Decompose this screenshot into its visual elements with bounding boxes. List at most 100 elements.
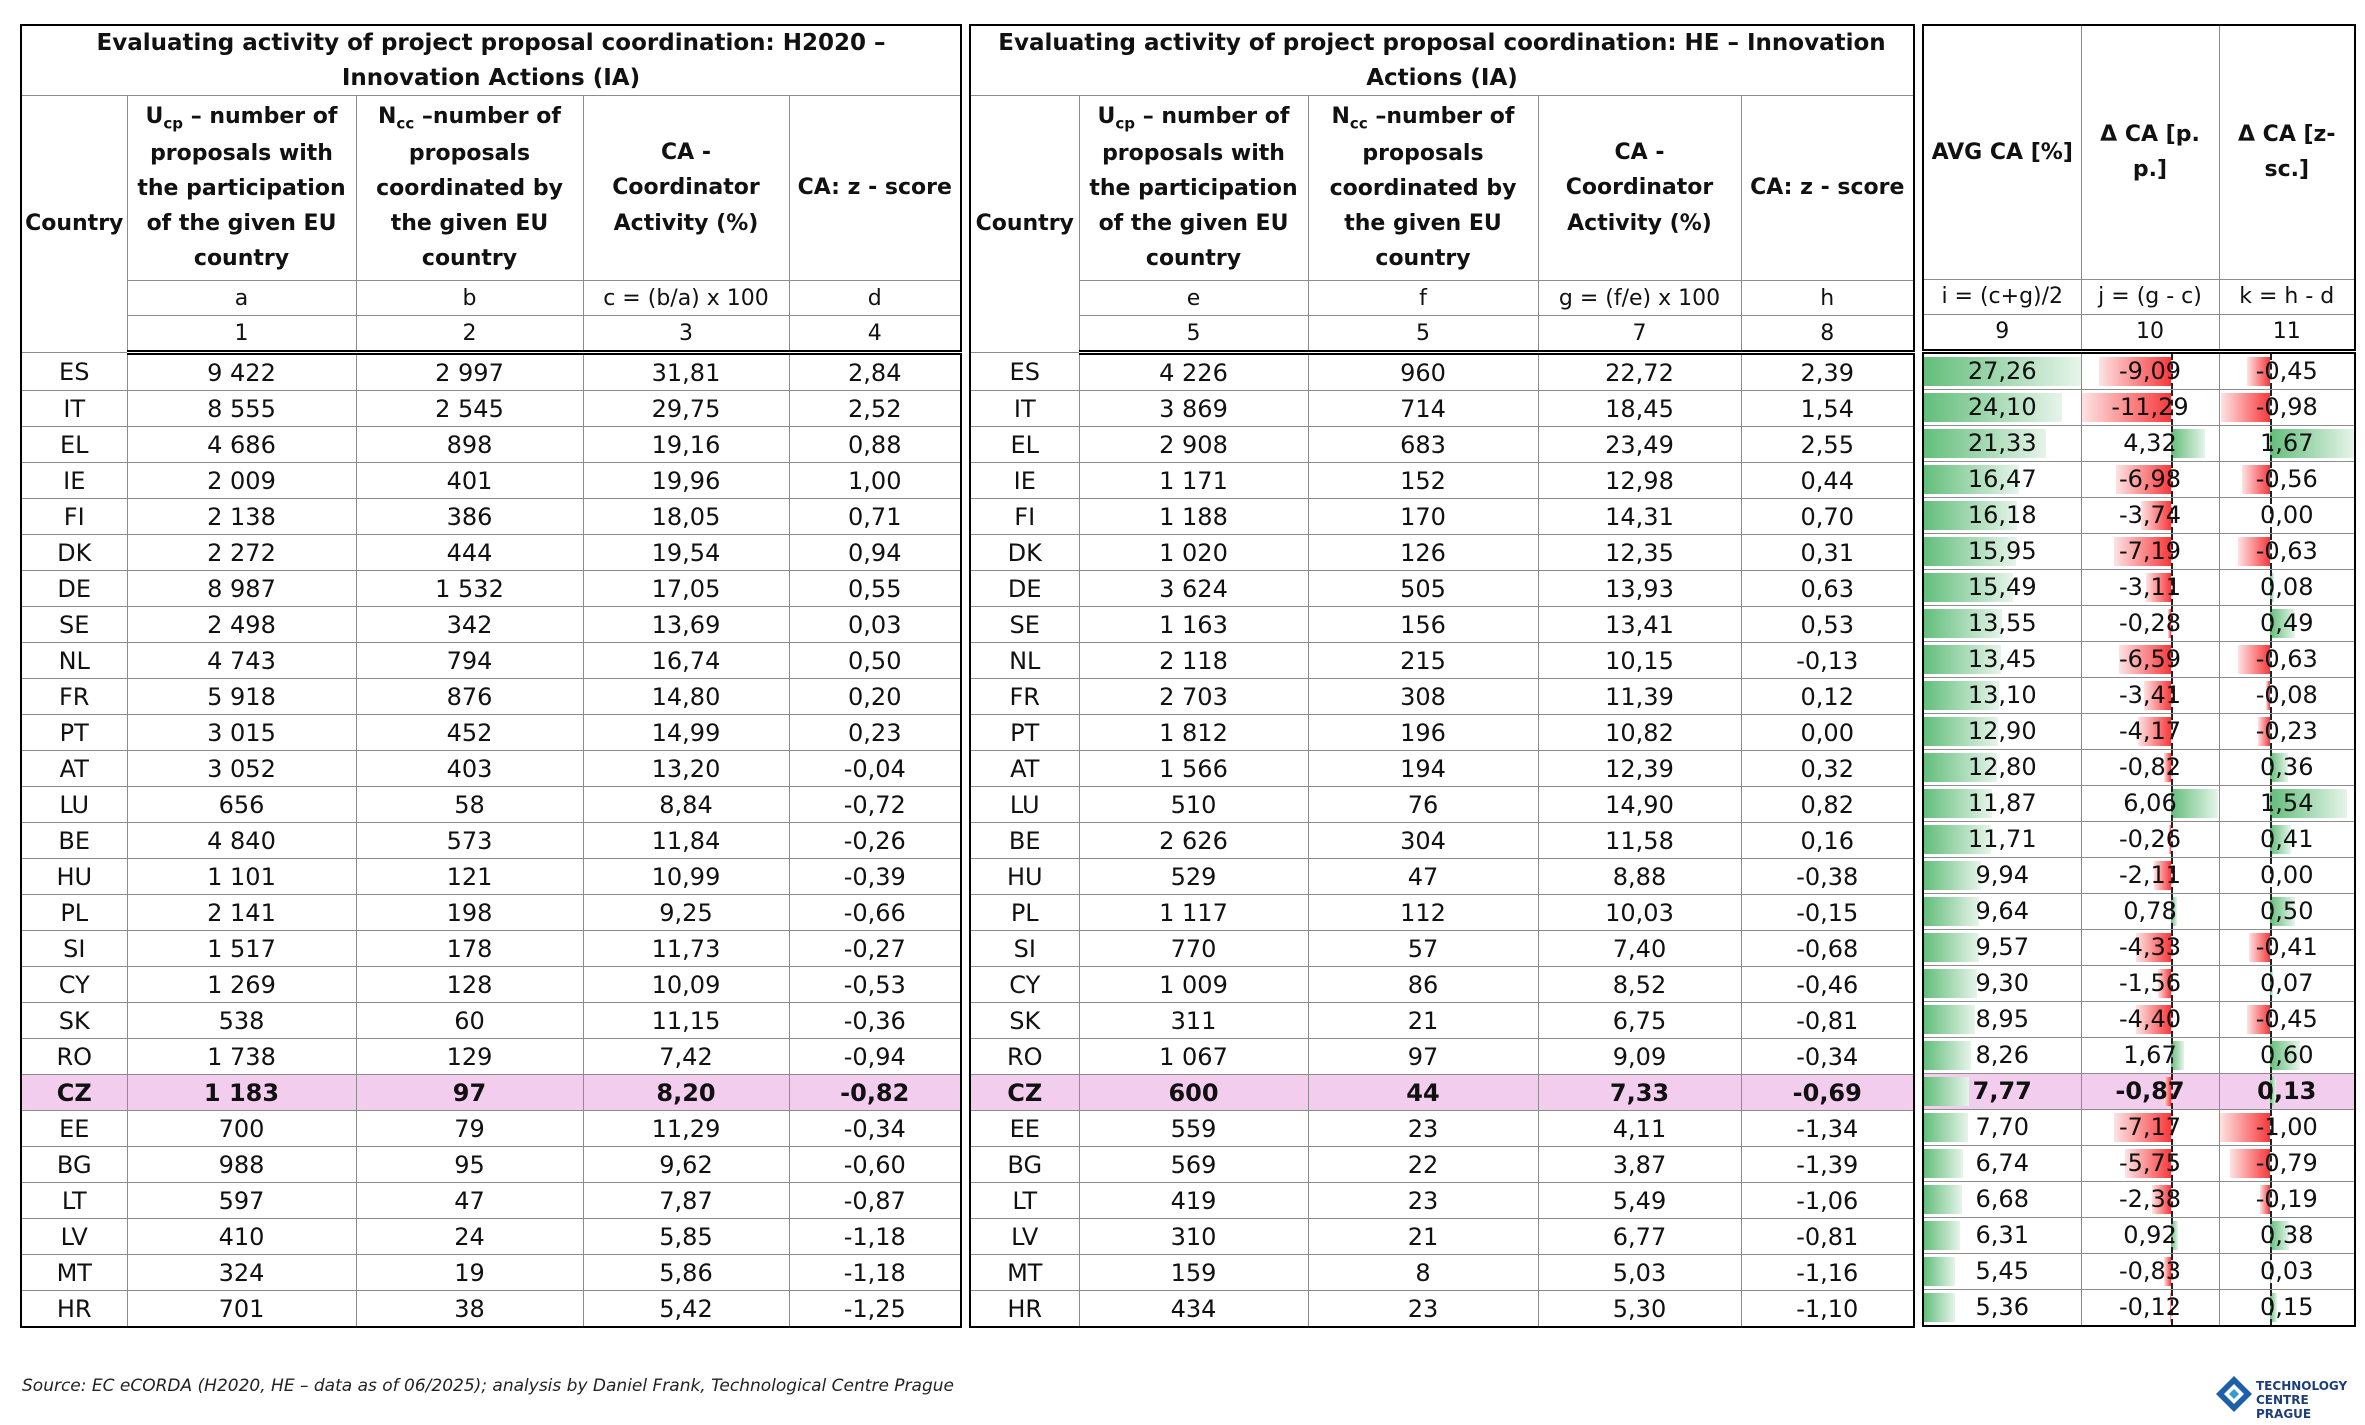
value-cell: 5,42 (582, 1290, 790, 1328)
data-row: 6,74 -5,75 -0,79 (1922, 1144, 2356, 1182)
value-cell: 597 (126, 1182, 357, 1219)
source-note: Source: EC eCORDA (H2020, HE – data as o… (22, 1376, 954, 1396)
value-cell: 1 067 (1078, 1038, 1309, 1075)
value-cell: -11,29 (2080, 388, 2220, 426)
value-cell: -1,56 (2080, 964, 2220, 1002)
value-cell: -0,39 (788, 858, 962, 895)
data-row: 12,90 -4,17 -0,23 (1922, 712, 2356, 750)
data-row: FR 2 703 308 11,39 0,12 (969, 678, 1915, 715)
data-bar (1924, 1220, 1961, 1250)
value-cell: 6,68 (1922, 1180, 2082, 1218)
country-cell: FR (969, 678, 1080, 715)
value-cell: 128 (355, 966, 584, 1003)
value-cell: 196 (1307, 714, 1539, 751)
value-cell: 23 (1307, 1182, 1539, 1219)
zero-axis (2170, 930, 2173, 964)
value-cell: -0,28 (2080, 604, 2220, 642)
value-cell: -4,40 (2080, 1000, 2220, 1038)
value-cell: 10,99 (582, 858, 790, 895)
column-number-row: 9 10 11 (1922, 313, 2356, 354)
value-cell: 11,29 (582, 1110, 790, 1147)
cell-value: -0,79 (2255, 1149, 2318, 1177)
cell-value: 6,31 (1975, 1221, 2029, 1249)
data-row: 13,55 -0,28 0,49 (1922, 604, 2356, 642)
data-row: SI 770 57 7,40 -0,68 (969, 930, 1915, 967)
zero-axis (2269, 462, 2272, 496)
value-cell: 12,35 (1537, 534, 1742, 571)
country-cell: CZ (969, 1074, 1080, 1111)
cell-value: 6,68 (1975, 1185, 2029, 1213)
header-symbol: N (378, 104, 397, 130)
column-formula: k = h - d (2218, 278, 2356, 315)
value-cell: 9,94 (1922, 856, 2082, 894)
country-cell: EE (20, 1110, 128, 1147)
value-cell: 529 (1078, 858, 1309, 895)
country-cell: HU (20, 858, 128, 895)
value-cell: 5,30 (1537, 1290, 1742, 1328)
value-cell: -2,38 (2080, 1180, 2220, 1218)
value-cell: 11,84 (582, 822, 790, 859)
value-cell: 4 686 (126, 426, 357, 463)
column-header: Country (969, 95, 1080, 353)
cell-value: 0,07 (2260, 969, 2314, 997)
value-cell: 17,05 (582, 570, 790, 607)
column-header: CA: z - score (1740, 95, 1915, 281)
value-cell: 79 (355, 1110, 584, 1147)
column-number: 10 (2080, 313, 2220, 354)
data-row: IT 3 869 714 18,45 1,54 (969, 390, 1915, 427)
value-cell: 129 (355, 1038, 584, 1075)
header-row: Country Ucp – number of proposals with th… (20, 95, 962, 353)
value-cell: 683 (1307, 426, 1539, 463)
data-bar (2247, 1004, 2270, 1034)
data-row: 15,95 -7,19 -0,63 (1922, 532, 2356, 570)
data-row: 16,18 -3,74 0,00 (1922, 496, 2356, 534)
value-cell: -0,36 (788, 1002, 962, 1039)
cell-value: -4,17 (2118, 717, 2182, 745)
cell-value: 0,92 (2123, 1221, 2177, 1249)
cell-value: 1,67 (2260, 429, 2314, 457)
data-bar (2168, 824, 2171, 854)
data-row: DK 2 272 444 19,54 0,94 (20, 534, 962, 571)
country-cell: LU (969, 786, 1080, 823)
data-row: EL 4 686 898 19,16 0,88 (20, 426, 962, 463)
value-cell: 8,52 (1537, 966, 1742, 1003)
value-cell: 0,78 (2080, 892, 2220, 930)
cell-value: 21,33 (1967, 429, 2037, 457)
data-bar (2269, 1040, 2301, 1070)
value-cell: -0,81 (1740, 1002, 1915, 1039)
value-cell: 10,82 (1537, 714, 1742, 751)
cell-value: 8,95 (1975, 1005, 2029, 1033)
value-cell: 401 (355, 462, 584, 499)
data-bar (2170, 428, 2205, 458)
data-bar (2164, 752, 2171, 782)
cell-value: -0,82 (2118, 753, 2182, 781)
title-row: Evaluating activity of project proposal … (20, 24, 962, 96)
data-row: 12,80 -0,82 0,36 (1922, 748, 2356, 786)
cell-value: 11,87 (1967, 789, 2037, 817)
value-cell: 156 (1307, 606, 1539, 643)
value-cell: -0,81 (1740, 1218, 1915, 1255)
country-cell: SI (20, 930, 128, 967)
value-cell: 9 422 (126, 352, 357, 391)
value-cell: -0,08 (2218, 676, 2356, 714)
value-cell: -0,19 (2218, 1180, 2356, 1218)
value-cell: 559 (1078, 1110, 1309, 1147)
column-number: 11 (2218, 313, 2356, 354)
data-bar (1924, 680, 2000, 710)
data-bar (2163, 1076, 2171, 1106)
value-cell: 3,87 (1537, 1146, 1742, 1183)
zero-axis (2269, 714, 2272, 748)
data-bar (1924, 392, 2063, 422)
value-cell: 2,84 (788, 352, 962, 391)
country-cell: BE (969, 822, 1080, 859)
value-cell: 8,88 (1537, 858, 1742, 895)
data-bar (2125, 1148, 2171, 1178)
country-cell: IT (969, 390, 1080, 427)
zero-axis (2170, 1146, 2173, 1180)
value-cell: 24 (355, 1218, 584, 1255)
zero-axis (2170, 570, 2173, 604)
country-cell: ES (20, 352, 128, 391)
data-row: AT 1 566 194 12,39 0,32 (969, 750, 1915, 787)
value-cell: 2 009 (126, 462, 357, 499)
